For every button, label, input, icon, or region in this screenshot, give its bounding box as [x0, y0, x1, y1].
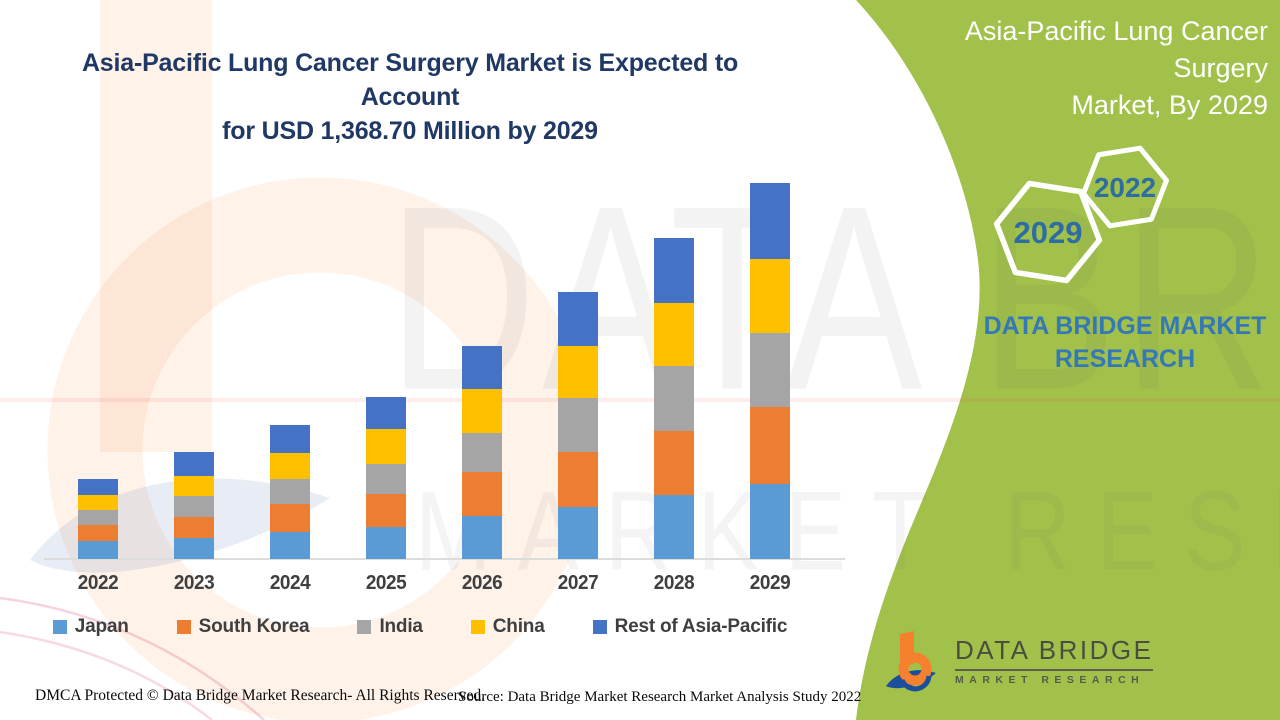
x-axis-label-2024: 2024: [269, 572, 311, 594]
bar-segment-china-2027: [558, 346, 598, 398]
legend-item-india: India: [357, 616, 423, 638]
legend-swatch: [52, 620, 67, 634]
bar-segment-china-2023: [174, 476, 214, 497]
bar-segment-china-2024: [270, 452, 310, 480]
side-panel-title-line1: Asia-Pacific Lung Cancer Surgery: [964, 16, 1268, 83]
chart-title: Asia-Pacific Lung Cancer Surgery Market …: [40, 46, 780, 148]
x-axis-label-2029: 2029: [749, 572, 791, 594]
bar-segment-japan-2026: [462, 515, 502, 559]
hexagon-2022-label: 2022: [1094, 172, 1156, 203]
hexagon-2022: [1081, 145, 1169, 229]
bar-segment-india-2027: [558, 398, 598, 453]
bar-segment-japan-2024: [270, 531, 310, 559]
bar-segment-japan-2027: [558, 507, 598, 559]
brand-logo-icon: [886, 631, 936, 692]
legend-label: Rest of Asia-Pacific: [614, 616, 788, 637]
bar-segment-china-2026: [462, 388, 502, 433]
bar-segment-rest-of-asia-pacific-2028: [654, 237, 694, 303]
bar-segment-rest-of-asia-pacific-2024: [270, 424, 310, 453]
side-panel-title: Asia-Pacific Lung Cancer Surgery Market,…: [886, 13, 1268, 124]
bar-segment-south-korea-2028: [654, 430, 694, 495]
bar-segment-china-2022: [78, 494, 118, 511]
bar-segment-south-korea-2024: [270, 504, 310, 532]
bar-segment-india-2026: [462, 432, 502, 472]
bar-segment-rest-of-asia-pacific-2025: [366, 397, 406, 430]
bar-segment-south-korea-2027: [558, 452, 598, 508]
legend-label: Japan: [74, 616, 129, 637]
legend-swatch: [592, 620, 607, 634]
chart-legend: Japan South Korea India China Rest of Asia-P…: [52, 616, 788, 638]
bar-segment-japan-2022: [78, 541, 118, 559]
bar-segment-india-2022: [78, 510, 118, 526]
legend-item-japan: Japan: [52, 616, 129, 638]
chart-title-line2: for USD 1,368.70 Million by 2029: [222, 117, 598, 145]
legend-swatch: [470, 620, 485, 634]
bar-segment-rest-of-asia-pacific-2022: [78, 479, 118, 495]
logo-blue-arc: [899, 675, 932, 692]
bar-segment-rest-of-asia-pacific-2027: [558, 291, 598, 347]
footer-dmca-text: DMCA Protected © Data Bridge Market Rese…: [35, 687, 485, 704]
dbmr-caption-line1: DATA BRIDGE MARKET: [983, 312, 1267, 340]
chart-title-line1: Asia-Pacific Lung Cancer Surgery Market …: [81, 49, 739, 111]
logo-b-bowl: [898, 652, 932, 686]
green-panel-shape: [856, 0, 1280, 720]
bar-segment-south-korea-2029: [750, 407, 790, 484]
footer-source-text: Source: Data Bridge Market Research Mark…: [458, 689, 862, 705]
x-axis-label-2027: 2027: [557, 572, 599, 594]
bar-segment-india-2024: [270, 479, 310, 505]
x-axis-label-2025: 2025: [365, 572, 407, 594]
bar-segment-south-korea-2025: [366, 494, 406, 528]
brand-text: DATA BRIDGE MARKET RESEARCH: [955, 629, 1154, 686]
bar-segment-south-korea-2026: [462, 471, 502, 516]
bar-segment-india-2029: [750, 333, 790, 408]
x-axis-label-2023: 2023: [173, 572, 215, 594]
legend-label: India: [379, 616, 423, 637]
legend-swatch: [176, 620, 191, 634]
bar-segment-india-2028: [654, 365, 694, 431]
bar-segment-china-2029: [750, 259, 790, 334]
bar-segment-japan-2029: [750, 484, 790, 559]
legend-item-rest-of-asia-pacific: Rest of Asia-Pacific: [592, 616, 788, 638]
hexagon-2029: [993, 180, 1103, 284]
bar-segment-rest-of-asia-pacific-2026: [462, 345, 502, 389]
x-axis-label-2028: 2028: [653, 572, 695, 594]
legend-label: China: [492, 616, 545, 637]
bar-segment-india-2025: [366, 463, 406, 495]
legend-item-south-korea: South Korea: [176, 616, 310, 638]
dbmr-caption: DATA BRIDGE MARKET RESEARCH: [958, 310, 1280, 376]
hexagon-2029-label: 2029: [1014, 215, 1083, 250]
dbmr-caption-line2: RESEARCH: [1054, 345, 1196, 373]
bar-segment-china-2025: [366, 429, 406, 464]
bar-segment-rest-of-asia-pacific-2029: [750, 183, 790, 259]
legend-swatch: [357, 620, 372, 634]
brand-logo: DATA BRIDGE MARKET RESEARCH: [884, 629, 1154, 697]
year-hexagons: 2029 2022: [993, 145, 1169, 284]
bar-segment-japan-2028: [654, 494, 694, 559]
x-axis-label-2022: 2022: [77, 572, 119, 594]
x-axis-label-2026: 2026: [461, 572, 503, 594]
brand-subtitle: MARKET RESEARCH: [955, 674, 1145, 686]
bar-segment-china-2028: [654, 302, 694, 366]
bar-segment-south-korea-2023: [174, 517, 214, 539]
x-axis-line: [44, 558, 845, 560]
bar-segment-japan-2023: [174, 538, 214, 559]
brand-name: DATA BRIDGE: [955, 635, 1154, 671]
bar-segment-rest-of-asia-pacific-2023: [174, 452, 214, 477]
bar-segment-south-korea-2022: [78, 525, 118, 542]
side-panel-title-line2: Market, By 2029: [1071, 90, 1268, 120]
bar-segment-japan-2025: [366, 527, 406, 559]
legend-item-china: China: [470, 616, 545, 638]
bar-segment-india-2023: [174, 496, 214, 518]
legend-label: South Korea: [198, 616, 310, 637]
